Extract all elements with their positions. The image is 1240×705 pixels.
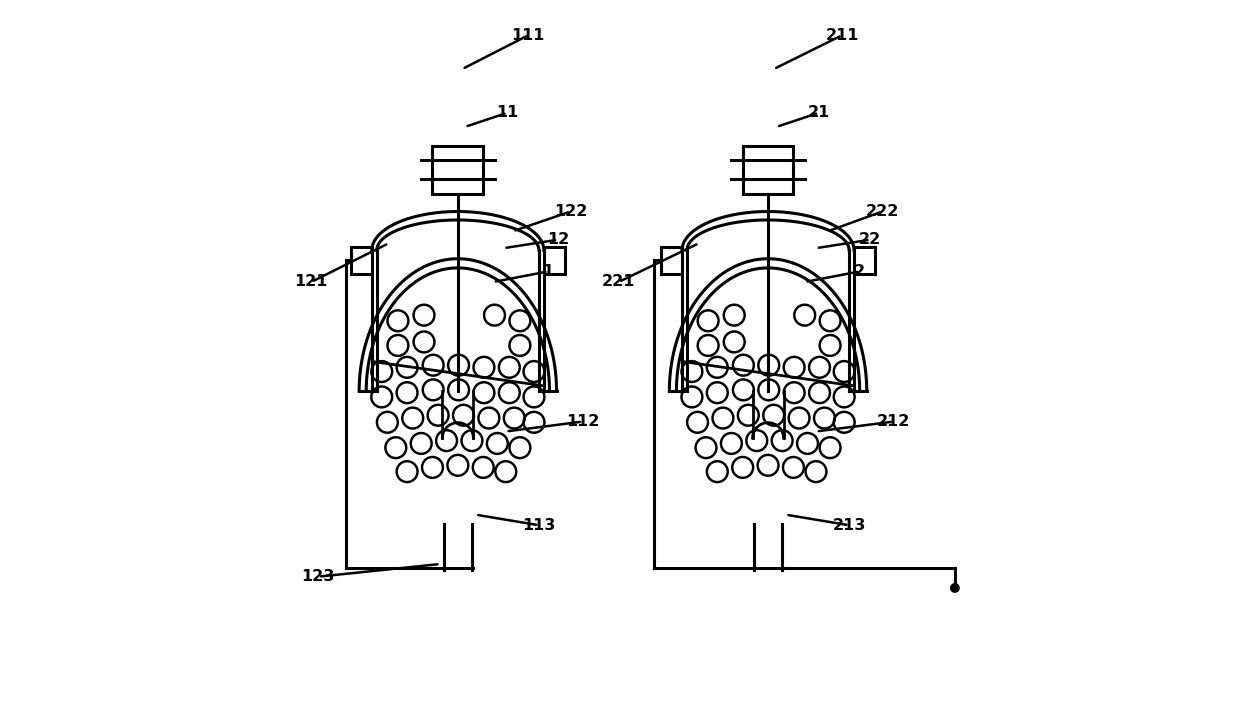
Text: 123: 123 xyxy=(301,569,335,584)
Text: 112: 112 xyxy=(565,414,599,429)
Text: 21: 21 xyxy=(807,105,830,121)
Text: 222: 222 xyxy=(866,204,899,219)
Bar xyxy=(743,146,794,194)
Text: 22: 22 xyxy=(859,232,882,247)
Text: 11: 11 xyxy=(496,105,518,121)
Text: 221: 221 xyxy=(601,274,635,290)
Text: 1: 1 xyxy=(543,264,553,279)
Text: 121: 121 xyxy=(295,274,327,290)
Bar xyxy=(433,146,484,194)
Text: 212: 212 xyxy=(877,414,910,429)
Text: 113: 113 xyxy=(522,517,556,533)
Text: 211: 211 xyxy=(826,27,859,43)
Text: 213: 213 xyxy=(832,517,866,533)
Text: 122: 122 xyxy=(554,204,588,219)
Text: 111: 111 xyxy=(512,27,546,43)
Circle shape xyxy=(951,584,959,592)
Text: 2: 2 xyxy=(854,264,866,279)
Text: 12: 12 xyxy=(547,232,569,247)
